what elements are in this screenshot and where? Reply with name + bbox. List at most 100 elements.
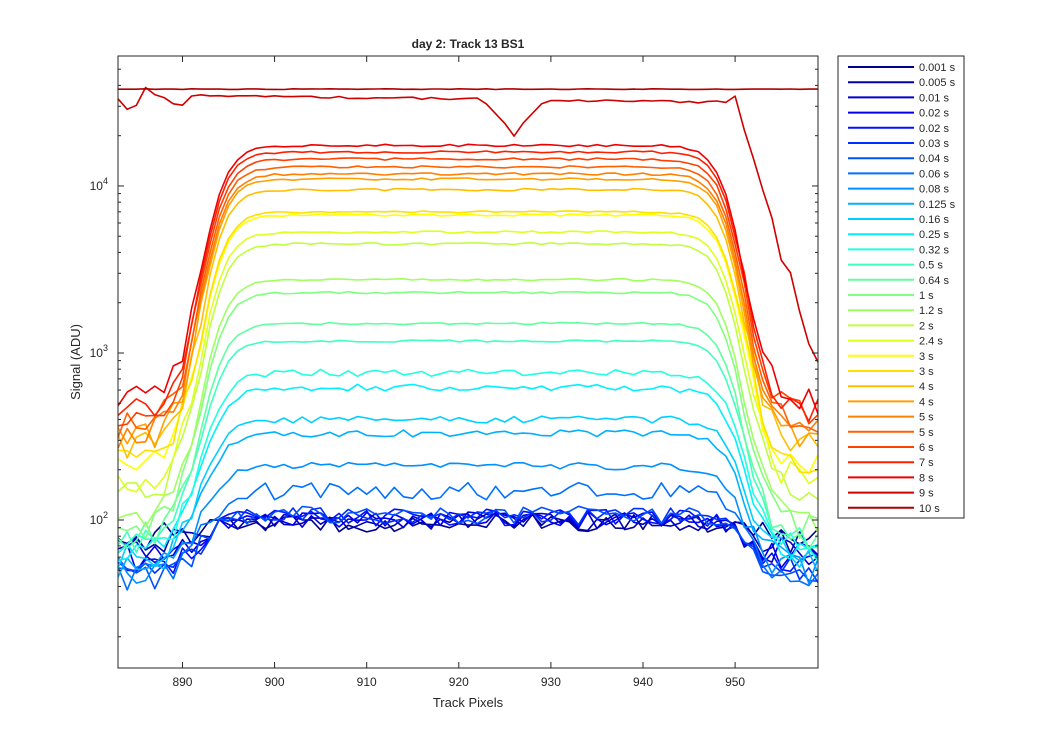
legend-entry[interactable]: 0.16 s — [848, 214, 949, 226]
x-tick-label: 950 — [725, 675, 745, 689]
series-line — [117, 339, 819, 554]
legend-entry[interactable]: 0.125 s — [848, 199, 956, 211]
legend-entry[interactable]: 0.02 s — [848, 123, 949, 135]
y-tick-label: 103 — [90, 343, 108, 360]
legend-entry[interactable]: 6 s — [848, 442, 934, 454]
series-line — [117, 511, 819, 566]
series-line — [117, 150, 819, 423]
legend-label: 4 s — [919, 381, 934, 393]
x-tick-label: 910 — [357, 675, 377, 689]
legend-entry[interactable]: 0.08 s — [848, 184, 949, 196]
series-line — [117, 86, 819, 363]
legend-entry[interactable]: 8 s — [848, 472, 934, 484]
series-line — [117, 508, 819, 575]
legend-entry[interactable]: 10 s — [848, 503, 940, 515]
legend-entry[interactable]: 0.001 s — [848, 62, 956, 74]
legend-label: 10 s — [919, 503, 940, 515]
legend-label: 0.08 s — [919, 184, 949, 196]
legend-label: 4 s — [919, 396, 934, 408]
legend-entry[interactable]: 0.03 s — [848, 138, 949, 150]
axes-box — [117, 55, 819, 669]
legend-entry[interactable]: 0.01 s — [848, 92, 949, 104]
series-line — [117, 290, 819, 540]
legend-label: 9 s — [919, 488, 934, 500]
legend-label: 0.5 s — [919, 260, 943, 272]
legend-entry[interactable]: 0.25 s — [848, 229, 949, 241]
x-tick-label: 920 — [449, 675, 469, 689]
chart-title: day 2: Track 13 BS1 — [412, 37, 525, 51]
y-axis-label: Signal (ADU) — [68, 324, 83, 400]
legend-entry[interactable]: 0.06 s — [848, 168, 949, 180]
legend-label: 8 s — [919, 472, 934, 484]
legend-label: 0.25 s — [919, 229, 949, 241]
x-tick-label: 940 — [633, 675, 653, 689]
plot-area — [118, 56, 818, 668]
legend-label: 2.4 s — [919, 336, 943, 348]
legend-label: 0.01 s — [919, 92, 949, 104]
legend-entry[interactable]: 7 s — [848, 457, 934, 469]
legend-label: 7 s — [919, 457, 934, 469]
series-layer — [117, 86, 819, 591]
legend-label: 0.02 s — [919, 123, 949, 135]
legend-entry[interactable]: 0.005 s — [848, 77, 956, 89]
x-tick-label: 890 — [172, 675, 192, 689]
legend-label: 0.64 s — [919, 275, 949, 287]
legend-entry[interactable]: 2.4 s — [848, 336, 943, 348]
series-line — [117, 157, 819, 427]
series-line — [117, 481, 819, 591]
legend-entry[interactable]: 3 s — [848, 366, 934, 378]
series-line — [117, 230, 819, 493]
series-line — [117, 429, 819, 578]
series-line — [117, 277, 819, 533]
y-tick-label: 104 — [90, 176, 108, 193]
legend-entry[interactable]: 3 s — [848, 351, 934, 363]
legend-box — [837, 55, 965, 519]
legend-entry[interactable]: 4 s — [848, 381, 934, 393]
x-tick-label: 930 — [541, 675, 561, 689]
legend-label: 5 s — [919, 427, 934, 439]
series-line — [117, 368, 819, 562]
legend-label: 0.005 s — [919, 77, 956, 89]
legend-entry[interactable]: 0.64 s — [848, 275, 949, 287]
legend-entry[interactable]: 1 s — [848, 290, 934, 302]
series-line — [117, 143, 819, 415]
series-line — [117, 383, 819, 561]
legend-entry[interactable]: 1.2 s — [848, 305, 943, 317]
legend-entry[interactable]: 5 s — [848, 427, 934, 439]
legend-label: 0.125 s — [919, 199, 956, 211]
legend-entry[interactable]: 5 s — [848, 412, 934, 424]
series-line — [117, 213, 819, 475]
series-line — [117, 415, 819, 569]
legend-label: 2 s — [919, 320, 934, 332]
series-line — [117, 461, 819, 585]
legend-label: 3 s — [919, 351, 934, 363]
legend-entry[interactable]: 0.5 s — [848, 260, 943, 272]
legend-label: 1 s — [919, 290, 934, 302]
legend-entry[interactable]: 0.32 s — [848, 244, 949, 256]
legend[interactable]: 0.001 s 0.005 s 0.01 s 0.02 s 0.02 s 0.03 s 0.… — [837, 55, 965, 519]
legend-label: 6 s — [919, 442, 934, 454]
legend-label: 0.16 s — [919, 214, 949, 226]
series-line — [117, 321, 819, 550]
series-line — [117, 187, 819, 459]
series-line — [118, 88, 818, 91]
legend-entry[interactable]: 9 s — [848, 488, 934, 500]
series-line — [117, 210, 819, 474]
series-line — [117, 165, 819, 438]
legend-label: 0.03 s — [919, 138, 949, 150]
y-tick-label: 102 — [90, 510, 108, 527]
legend-label: 1.2 s — [919, 305, 943, 317]
series-line — [117, 172, 819, 449]
legend-entry[interactable]: 0.02 s — [848, 108, 949, 120]
legend-label: 3 s — [919, 366, 934, 378]
legend-label: 0.04 s — [919, 153, 949, 165]
x-tick-label: 900 — [265, 675, 285, 689]
legend-entry[interactable]: 2 s — [848, 320, 934, 332]
legend-label: 5 s — [919, 412, 934, 424]
legend-label: 0.32 s — [919, 244, 949, 256]
legend-entry[interactable]: 4 s — [848, 396, 934, 408]
legend-entry[interactable]: 0.04 s — [848, 153, 949, 165]
series-line — [117, 505, 819, 590]
legend-label: 0.02 s — [919, 108, 949, 120]
